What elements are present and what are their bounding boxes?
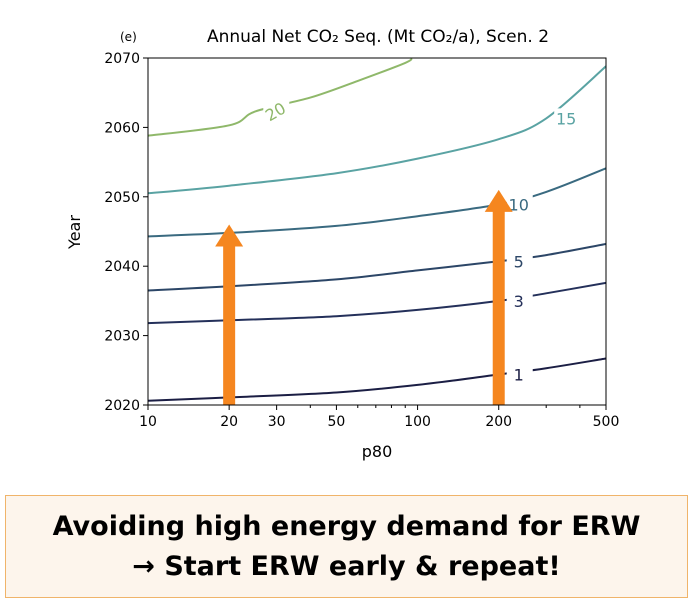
- contour-label-3: 3: [514, 292, 524, 311]
- contour-label-1: 1: [514, 365, 524, 384]
- arrow-head-1: [215, 224, 244, 247]
- contour-line-1: [148, 357, 606, 402]
- contour-label-5: 5: [514, 252, 524, 271]
- contour-label-bg-15: [554, 108, 581, 129]
- y-tick-label-2020: 2020: [104, 398, 140, 414]
- contour-line-5: [148, 243, 606, 292]
- contour-line-3: [148, 281, 606, 325]
- x-tick-label-10: 10: [139, 414, 157, 430]
- caption-box: Avoiding high energy demand for ERW → St…: [5, 495, 688, 598]
- arrow-shaft-1: [223, 244, 236, 405]
- contour-label-15: 15: [556, 109, 576, 128]
- contour-label-bg-5: [506, 251, 533, 272]
- x-axis-label: p80: [362, 442, 393, 461]
- y-tick-label-2050: 2050: [104, 190, 140, 206]
- x-tick-label-100: 100: [404, 414, 431, 430]
- caption-line-2: → Start ERW early & repeat!: [132, 550, 561, 582]
- y-tick-label-2030: 2030: [104, 329, 140, 345]
- contour-line-10: [148, 167, 606, 238]
- x-tick-label-30: 30: [268, 414, 286, 430]
- plot-frame: [147, 57, 607, 406]
- contour-label-bg-10: [506, 194, 533, 215]
- y-axis-label: Year: [65, 215, 84, 250]
- contour-label-10: 10: [509, 195, 529, 214]
- x-tick-label-500: 500: [593, 414, 620, 430]
- contour-label-bg-3: [506, 290, 533, 311]
- contour-line-20: [148, 58, 413, 137]
- contour-label-bg-1: [506, 364, 533, 385]
- x-tick-label-200: 200: [485, 414, 512, 430]
- contour-label-bg-20: [263, 101, 290, 122]
- arrow-head-2: [484, 189, 513, 212]
- y-tick-label-2040: 2040: [104, 259, 140, 275]
- contour-line-15: [148, 65, 606, 195]
- y-tick-label-2070: 2070: [104, 51, 140, 67]
- x-tick-label-50: 50: [328, 414, 346, 430]
- y-tick-label-2060: 2060: [104, 120, 140, 136]
- caption-line-1: Avoiding high energy demand for ERW: [52, 510, 641, 542]
- panel-label: (e): [120, 30, 137, 44]
- chart-title: Annual Net CO₂ Seq. (Mt CO₂/a), Scen. 2: [207, 27, 549, 47]
- x-tick-label-20: 20: [220, 414, 238, 430]
- arrow-shaft-2: [492, 209, 505, 405]
